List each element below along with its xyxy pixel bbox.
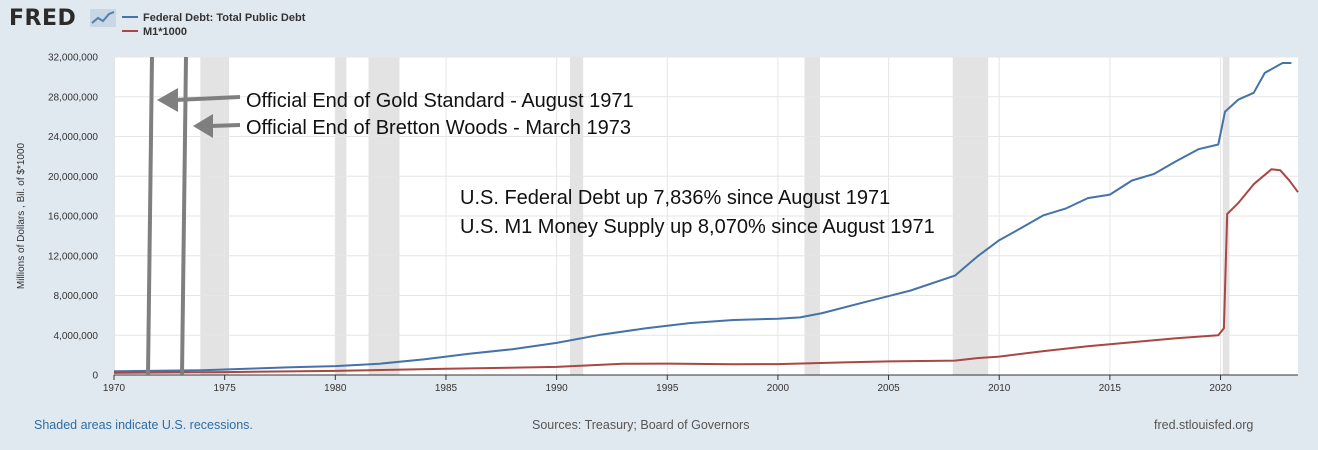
x-tick-label-3: 1985: [435, 383, 458, 394]
bretton-woods-vertical-line: [180, 56, 188, 376]
x-tick-label-5: 1995: [656, 383, 679, 394]
legend-item-m1[interactable]: M1*1000: [122, 25, 187, 39]
series-line-debt: [113, 62, 1292, 373]
x-tick-label-1: 1975: [214, 383, 237, 394]
annotation-gold-standard: Official End of Gold Standard - August 1…: [246, 90, 634, 112]
gold-standard-vertical-line: [146, 56, 154, 376]
line-chart-icon: [90, 9, 116, 27]
legend-swatch-debt: [122, 16, 138, 19]
x-tick-label-10: 2020: [1209, 383, 1232, 394]
x-tick-label-9: 2015: [1099, 383, 1122, 394]
y-tick-label-5: 20,000,000: [48, 172, 98, 183]
series-lines: [113, 62, 1299, 374]
annotation-bretton-woods: Official End of Bretton Woods - March 19…: [246, 117, 631, 139]
annotation-arrows: [146, 56, 241, 376]
sources-text: Sources: Treasury; Board of Governors: [532, 418, 750, 432]
y-tick-label-3: 12,000,000: [48, 251, 98, 262]
x-tick-label-7: 2005: [877, 383, 900, 394]
legend-label-debt: Federal Debt: Total Public Debt: [143, 12, 306, 24]
recession-note-link[interactable]: Shaded areas indicate U.S. recessions.: [34, 418, 253, 432]
y-tick-label-1: 4,000,000: [54, 331, 99, 342]
x-tick-label-2: 1980: [324, 383, 347, 394]
tick-labels: 0 4,000,000 8,000,000 12,000,000 16,000,000 2…: [48, 53, 1232, 395]
fred-url-link[interactable]: fred.stlouisfed.org: [1154, 418, 1254, 432]
series-line-m1: [113, 168, 1299, 374]
y-tick-label-2: 8,000,000: [54, 291, 99, 302]
annotation-debt-growth: U.S. Federal Debt up 7,836% since August…: [460, 187, 890, 209]
y-tick-label-0: 0: [92, 371, 98, 382]
x-tick-label-0: 1970: [103, 383, 126, 394]
gold-standard-arrow-shaft: [174, 95, 241, 102]
grid-lines: [113, 56, 1298, 375]
x-tick-label-6: 2000: [767, 383, 790, 394]
y-tick-label-4: 16,000,000: [48, 212, 98, 223]
fred-logo[interactable]: FRED: [9, 6, 77, 31]
y-tick-label-8: 32,000,000: [48, 53, 98, 64]
gold-standard-arrow-head: [157, 88, 178, 112]
y-axis-label: Millions of Dollars , Bil. of $*1000: [16, 142, 27, 289]
y-tick-label-6: 24,000,000: [48, 132, 98, 143]
x-tick-label-8: 2010: [988, 383, 1011, 394]
y-tick-label-7: 28,000,000: [48, 92, 98, 103]
bretton-woods-arrow-head: [193, 114, 213, 138]
legend-label-m1: M1*1000: [143, 26, 188, 38]
legend-swatch-m1: [122, 30, 138, 33]
bretton-woods-arrow-shaft: [209, 123, 241, 128]
legend-item-debt[interactable]: Federal Debt: Total Public Debt: [122, 11, 305, 25]
annotation-m1-growth: U.S. M1 Money Supply up 8,070% since Aug…: [460, 216, 935, 238]
x-tick-label-4: 1990: [545, 383, 568, 394]
